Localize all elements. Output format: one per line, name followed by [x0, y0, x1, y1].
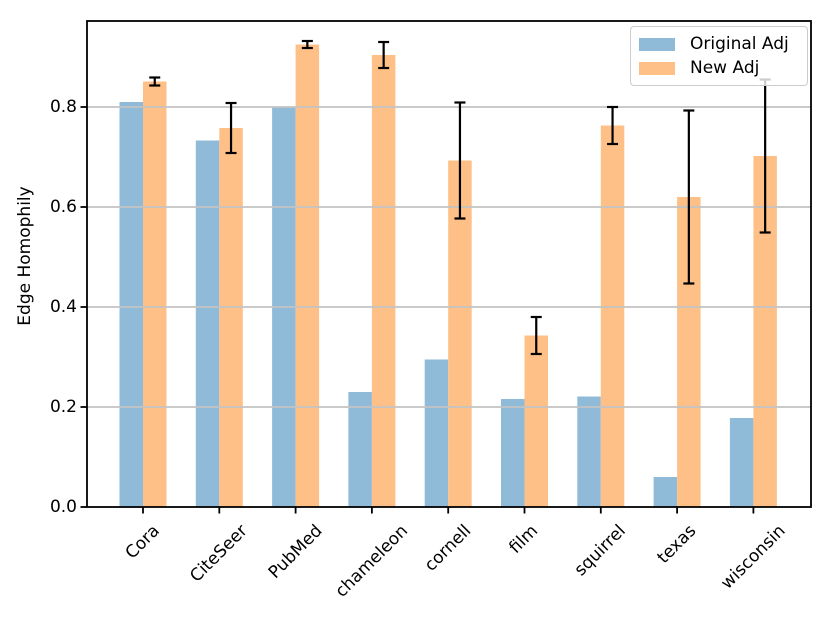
bar-original-adj-chameleon: [348, 392, 372, 507]
y-tick-label-0.2: 0.2: [49, 397, 77, 417]
bar-new-adj-citeseer: [219, 128, 243, 507]
y-tick-label-0.8: 0.8: [49, 97, 77, 117]
bar-new-adj-cornell: [448, 160, 472, 507]
legend-swatch-new-adj: [639, 61, 675, 75]
bar-original-adj-film: [501, 399, 525, 507]
y-axis-label: Edge Homophily: [15, 186, 35, 326]
y-tick-label-0.0: 0.0: [49, 497, 77, 517]
legend-item-original-adj: Original Adj: [639, 32, 799, 56]
bar-original-adj-texas: [653, 477, 678, 507]
bar-original-adj-cora: [119, 102, 143, 507]
bar-original-adj-wisconsin: [729, 418, 754, 507]
legend-item-new-adj: New Adj: [639, 56, 799, 80]
bar-original-adj-citeseer: [195, 140, 220, 507]
bar-new-adj-texas: [677, 197, 701, 507]
bar-new-adj-pubmed: [295, 44, 320, 507]
bar-new-adj-cora: [143, 81, 167, 507]
legend-swatch-original-adj: [639, 37, 675, 51]
legend: Original Adj New Adj: [630, 26, 808, 86]
bar-new-adj-squirrel: [600, 125, 625, 507]
bar-new-adj-wisconsin: [753, 156, 777, 507]
bar-original-adj-cornell: [424, 359, 449, 507]
legend-label-original-adj: Original Adj: [690, 34, 789, 54]
bar-new-adj-chameleon: [371, 55, 396, 507]
legend-label-new-adj: New Adj: [690, 58, 760, 78]
y-tick-label-0.6: 0.6: [49, 197, 77, 217]
bar-new-adj-film: [524, 335, 548, 507]
bar-original-adj-squirrel: [577, 396, 601, 507]
y-tick-label-0.4: 0.4: [49, 297, 77, 317]
